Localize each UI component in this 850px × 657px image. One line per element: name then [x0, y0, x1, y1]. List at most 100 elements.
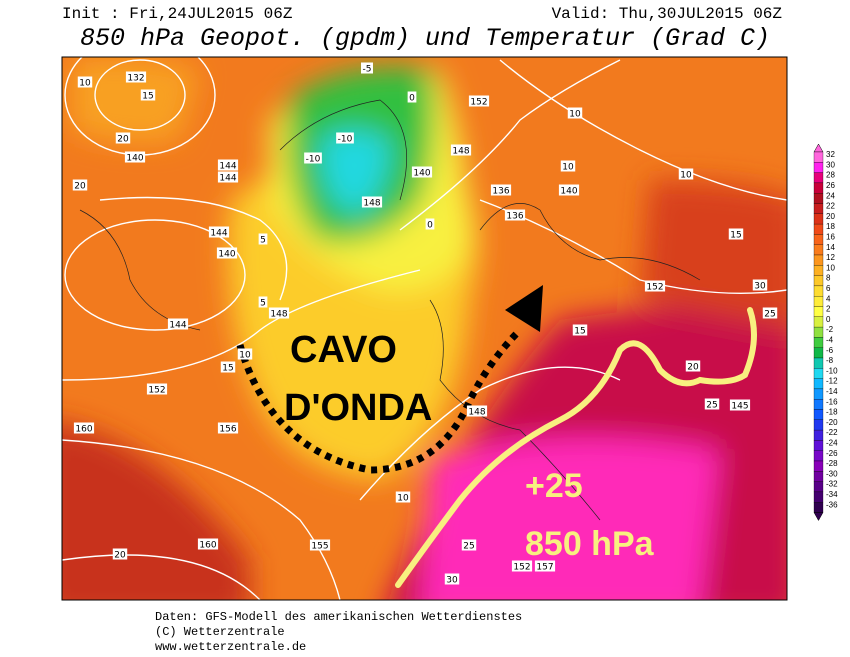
- colorbar-cap: [813, 143, 824, 153]
- colorbar-label: -16: [826, 397, 838, 406]
- colorbar-label: -10: [826, 366, 838, 375]
- colorbar-label: 20: [826, 212, 835, 221]
- contour-label: -10: [306, 155, 321, 165]
- contour-label-box: [258, 296, 268, 308]
- contour-label: 148: [452, 147, 469, 157]
- contour-label: 15: [574, 327, 585, 337]
- contour-label-box: [685, 360, 701, 372]
- contour-label: 155: [311, 542, 328, 552]
- contour-label: 152: [513, 563, 530, 573]
- contour-label: 156: [219, 425, 236, 435]
- colorbar-label: -24: [826, 439, 838, 448]
- contour-label-box: [73, 422, 95, 434]
- contour-labels: 132 15 10 20 140 20 144 144 144 140 5 144 148 5 10 152 1…: [72, 62, 778, 586]
- contour-label-box: [77, 76, 93, 88]
- contour-label: 15: [222, 364, 233, 374]
- colorbar-label: 8: [826, 274, 831, 283]
- contour-label-box: [216, 247, 238, 259]
- contour-label-box: [728, 228, 744, 240]
- contour-label: 25: [764, 310, 775, 320]
- colorbar-swatch: [813, 244, 824, 256]
- contour-label-box: [450, 144, 472, 156]
- colorbar-label: -36: [826, 500, 838, 509]
- contour-label-box: [567, 107, 583, 119]
- contour-label: 144: [169, 321, 186, 331]
- heat-label: 850 hPa: [525, 525, 655, 563]
- contour-label-box: [762, 307, 778, 319]
- contour-label: 20: [687, 363, 699, 373]
- contour-label: 152: [646, 283, 663, 293]
- contour-label: 144: [219, 174, 236, 184]
- colorbar-swatch: [813, 182, 824, 194]
- contour-label: 10: [239, 351, 251, 361]
- contour-label-box: [560, 160, 576, 172]
- colorbar-label: 22: [826, 202, 835, 211]
- contour-label-box: [361, 196, 383, 208]
- contour-label-box: [309, 539, 331, 551]
- colorbar-label: -2: [826, 325, 834, 334]
- colorbar-label: -12: [826, 377, 838, 386]
- colorbar-label: 18: [826, 222, 835, 231]
- contour-label: 10: [562, 163, 574, 173]
- contour-label: 20: [117, 135, 129, 145]
- trough-label: CAVO: [290, 329, 397, 371]
- contour-label: 25: [463, 542, 474, 552]
- colorbar-label: -34: [826, 490, 838, 499]
- contour-label: 148: [468, 408, 485, 418]
- colorbar-swatch: [813, 429, 824, 441]
- colorbar-swatch: [813, 265, 824, 276]
- colorbar-swatch: [813, 388, 824, 400]
- valid-time: Valid: Thu,30JUL2015 06Z: [552, 5, 783, 23]
- contour-label-box: [268, 307, 290, 319]
- colorbar-label: 30: [826, 160, 835, 169]
- colorbar-label: 24: [826, 191, 835, 200]
- colorbar-label: 32: [826, 150, 835, 159]
- contour-label: 152: [148, 386, 165, 396]
- colorbar-swatch: [813, 275, 824, 287]
- contour-label: 5: [260, 236, 266, 246]
- colorbar-swatch: [813, 502, 824, 513]
- colorbar-swatch: [813, 285, 824, 297]
- colorbar-label: 6: [826, 284, 831, 293]
- init-time: Init : Fri,24JUL2015 06Z: [62, 5, 293, 23]
- contour-label-box: [237, 348, 253, 360]
- colorbar-label: 12: [826, 253, 835, 262]
- contour-label-box: [534, 560, 556, 572]
- contour-label-box: [444, 573, 460, 585]
- contour-label-box: [466, 405, 488, 417]
- contour-label: 144: [210, 229, 227, 239]
- colorbar-label: -20: [826, 418, 838, 427]
- colorbar-swatch: [813, 337, 824, 348]
- contour-label-box: [146, 383, 168, 395]
- contour-label-box: [504, 209, 526, 221]
- heat-label: +25: [525, 467, 583, 505]
- trough-line: [236, 327, 523, 474]
- colorbar-label: 4: [826, 294, 831, 303]
- colorbar-label: 16: [826, 233, 835, 242]
- contour-label: 20: [114, 551, 126, 561]
- contour-label: 10: [397, 494, 409, 504]
- colorbar-swatch: [813, 347, 824, 359]
- colorbar-swatch: [813, 368, 824, 379]
- colorbar-label: 26: [826, 181, 835, 190]
- colorbar-swatch: [813, 326, 824, 338]
- contour-label: 144: [219, 162, 236, 172]
- footer-line: www.wetterzentrale.de: [155, 640, 306, 654]
- contour-label-box: [411, 166, 433, 178]
- footer-line: (C) Wetterzentrale: [155, 625, 285, 639]
- map-frame: [61, 56, 788, 601]
- contour-label-box: [258, 233, 268, 245]
- colorbar-swatch: [813, 491, 824, 503]
- contour-label: 15: [142, 92, 153, 102]
- colorbar-swatch: [813, 151, 824, 163]
- contour-label-box: [167, 318, 189, 330]
- contour-label-box: [115, 132, 131, 144]
- contour-label-box: [197, 538, 219, 550]
- temperature-field: [62, 57, 787, 600]
- colorbar-label: 10: [826, 263, 835, 272]
- contour-label-box: [140, 89, 156, 101]
- colorbar-swatch: [813, 440, 824, 451]
- colorbar-swatch: [813, 203, 824, 214]
- contour-label-box: [124, 151, 146, 163]
